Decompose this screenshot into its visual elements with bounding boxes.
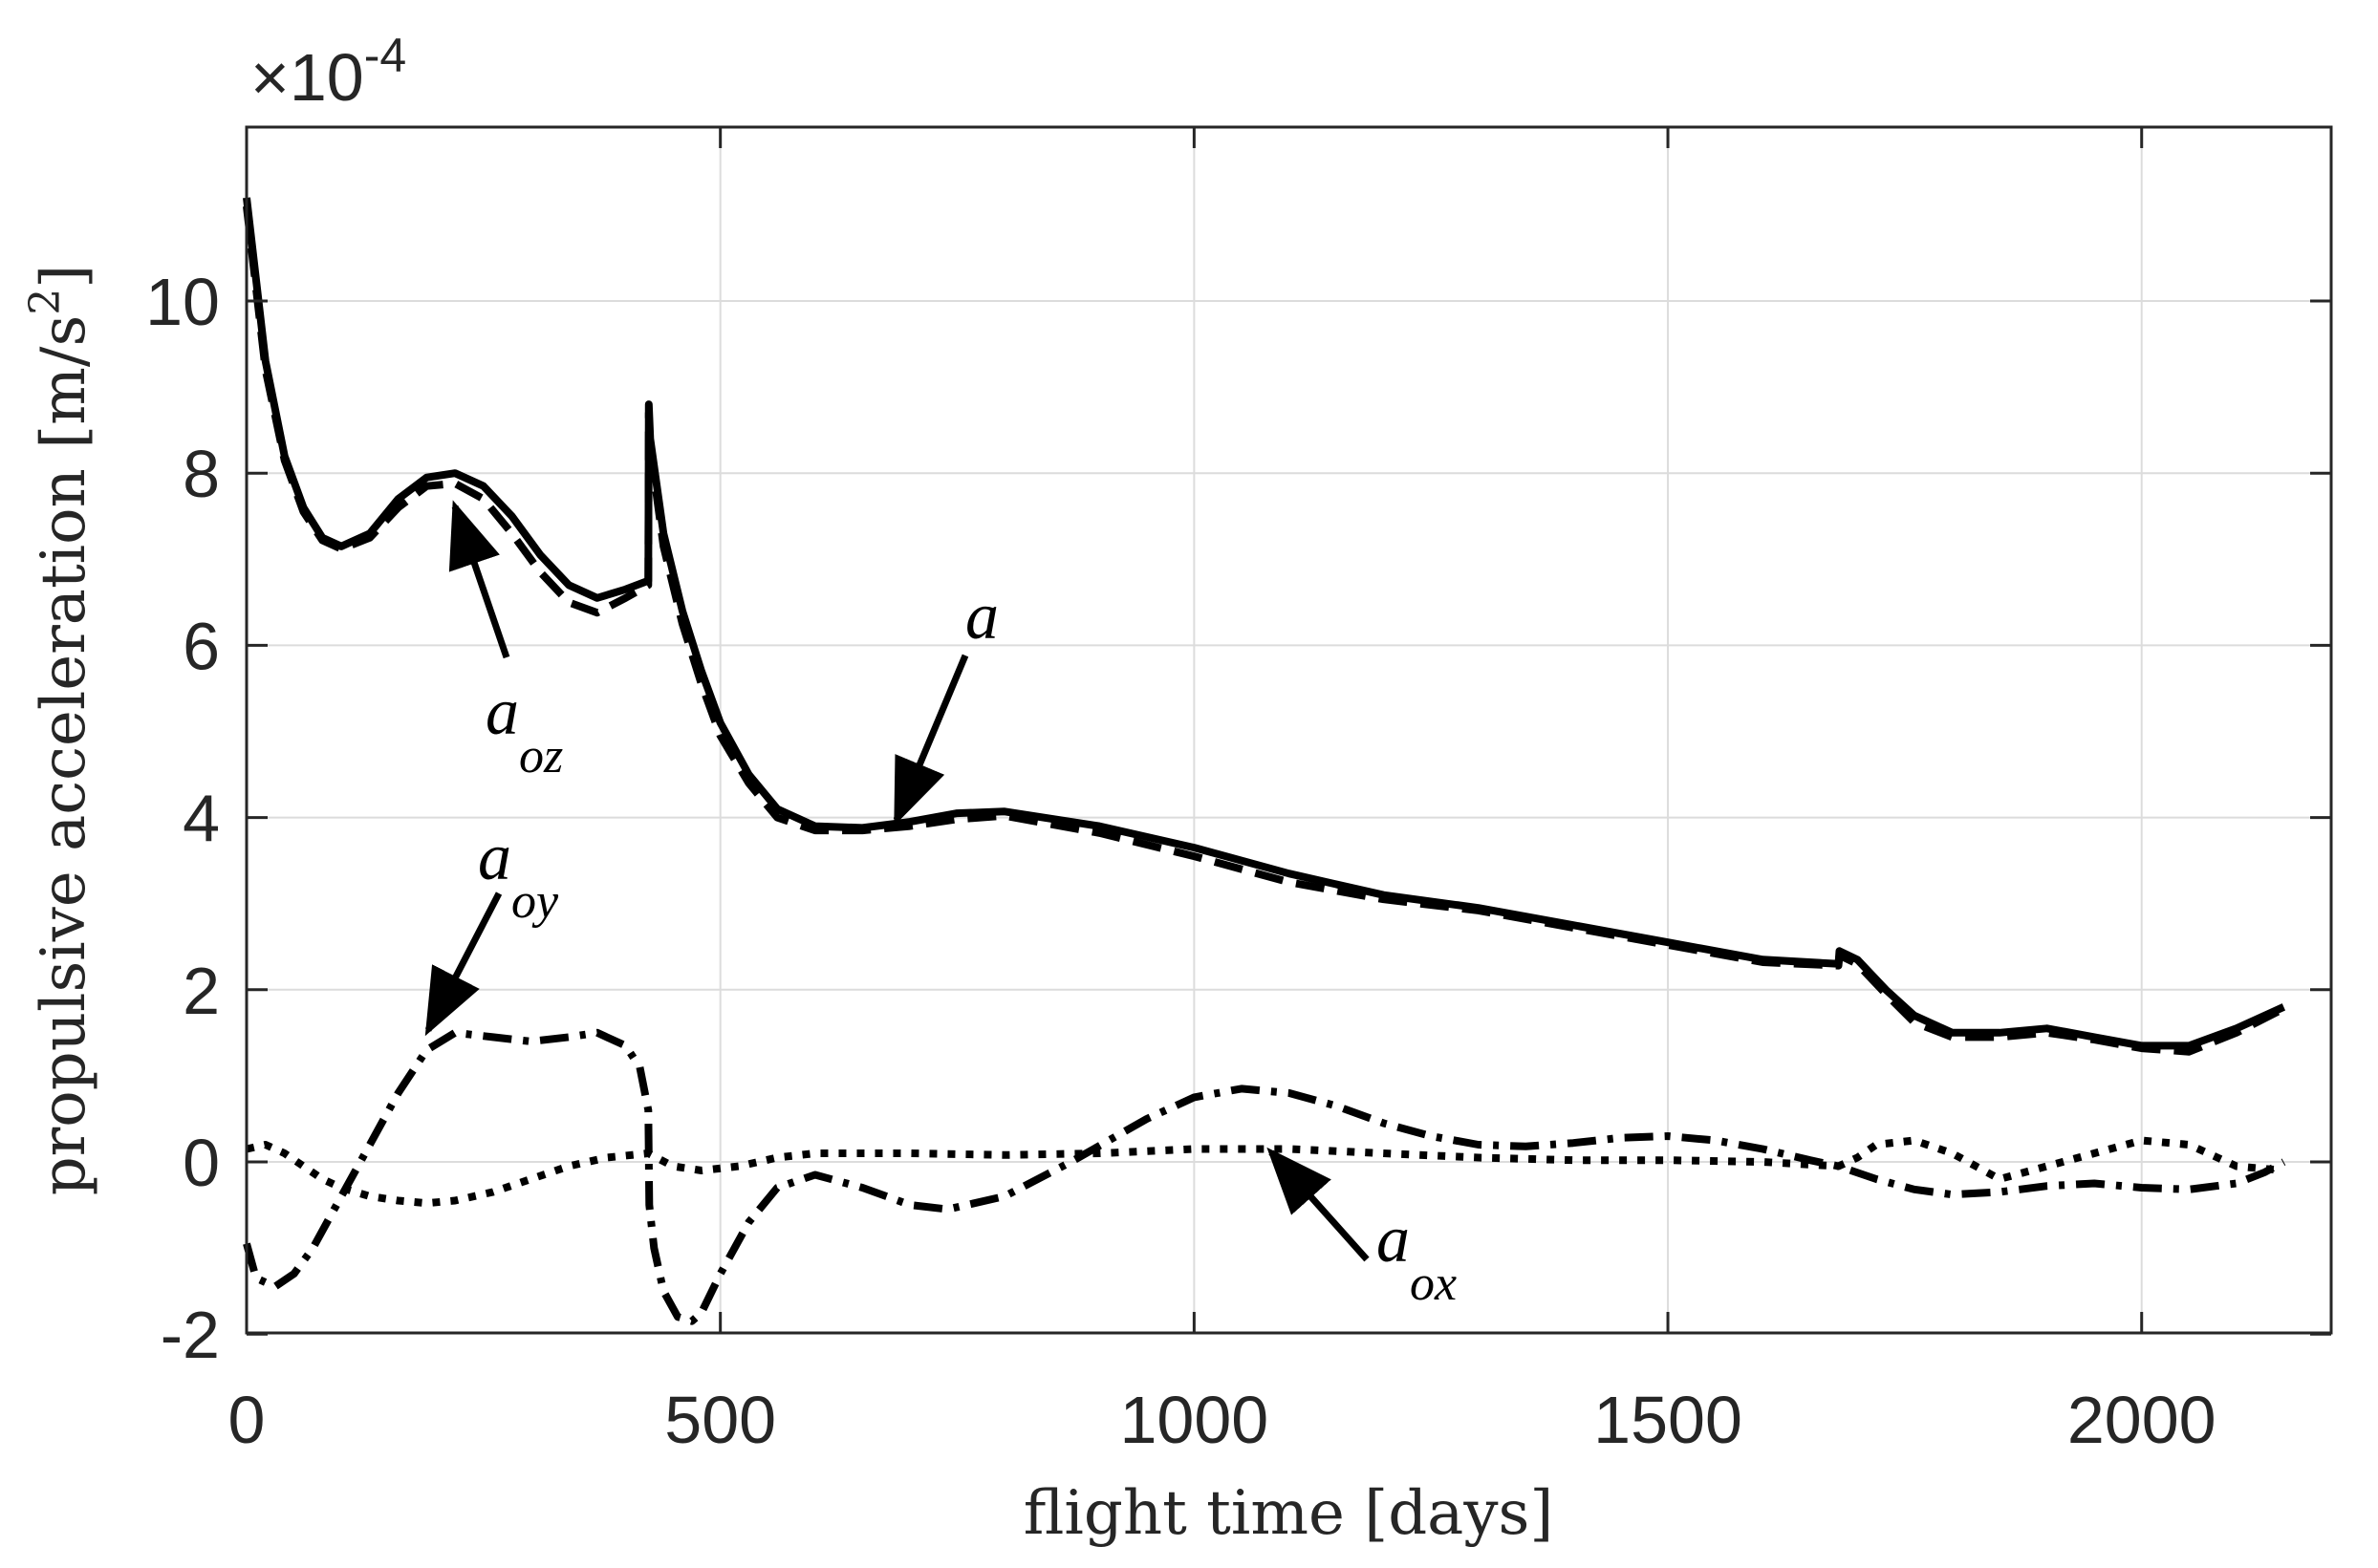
y-tick-label: 4 <box>183 782 220 856</box>
x-axis-title: flight time [days] <box>1024 1478 1554 1549</box>
y-axis-title: propulsive acceleration [m/s2] <box>21 265 99 1196</box>
x-tick-label: 0 <box>228 1383 266 1457</box>
grid <box>247 127 2331 1333</box>
annotation-arrow <box>424 891 503 1037</box>
annotation-label: aox <box>1376 1203 1457 1311</box>
annotation-label: aoy <box>478 821 559 929</box>
x-tick-label: 2000 <box>2067 1383 2216 1457</box>
plot-area <box>247 127 2331 1333</box>
series-line-a <box>243 197 2286 1050</box>
annotation-arrow <box>1266 1147 1370 1262</box>
annotation-label: a <box>965 580 999 654</box>
exponent-label: ×10-4 <box>250 29 406 115</box>
y-tick-label: 2 <box>183 954 220 1028</box>
x-axis-ticks: 0 500 1000 1500 2000 <box>228 127 2216 1457</box>
y-axis-ticks: -2 0 2 4 6 8 10 <box>145 265 2331 1372</box>
y-tick-label: 10 <box>145 265 220 339</box>
annotation-label: aoz <box>486 676 563 784</box>
series-line-a-ox <box>246 1136 2284 1208</box>
plot-box <box>245 125 2333 1335</box>
y-tick-label: 8 <box>183 437 220 511</box>
x-tick-label: 500 <box>664 1383 776 1457</box>
series-layer <box>243 197 2286 1325</box>
series-line-a-oz <box>243 205 2286 1056</box>
x-tick-label: 1500 <box>1593 1383 1742 1457</box>
annotation-arrow <box>893 654 969 827</box>
y-tick-label: -2 <box>161 1298 220 1372</box>
annotation-arrow <box>448 500 510 659</box>
y-tick-label: 6 <box>183 609 220 683</box>
x-tick-label: 1000 <box>1119 1383 1268 1457</box>
series-line-a-oy <box>243 1028 2286 1325</box>
annotations: a aoz aoy aox <box>424 500 1457 1311</box>
y-tick-label: 0 <box>183 1126 220 1200</box>
